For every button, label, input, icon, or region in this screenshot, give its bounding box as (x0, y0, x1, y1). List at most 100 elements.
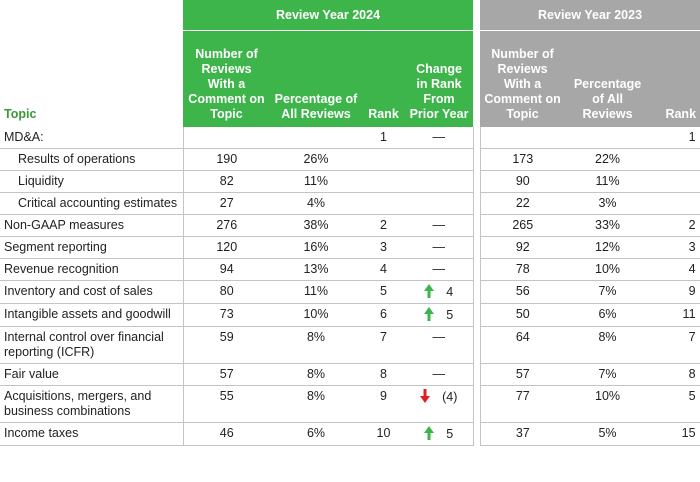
value-cell: 11% (565, 170, 651, 193)
value-cell: 82 (182, 170, 270, 193)
cell-text: — (432, 330, 446, 344)
spacer (473, 364, 480, 386)
value-cell: 8% (270, 385, 362, 423)
cell-text: Segment reporting (4, 240, 107, 254)
cell-text: 6 (380, 307, 387, 321)
cell-text: Results of operations (18, 152, 136, 166)
cell-text: 4 (688, 262, 696, 276)
cell-text: 26% (303, 152, 329, 166)
topic-cell: Acquisitions, mergers, and business comb… (0, 385, 183, 423)
topic-cell: Non-GAAP measures (0, 214, 183, 237)
value-cell: 5 (362, 280, 405, 304)
cell-text: 37 (515, 426, 530, 440)
cell-text: 56 (515, 284, 530, 298)
value-cell: 10 (362, 422, 405, 446)
cell-text: Income taxes (4, 426, 79, 440)
value-cell (405, 148, 474, 171)
value-cell (182, 127, 270, 149)
spacer (473, 171, 480, 193)
cell-text: 3% (598, 196, 617, 210)
value-cell (479, 127, 566, 149)
table-row: Critical accounting estimates 27 4% 22 3% (0, 192, 700, 215)
cell-text: 82 (219, 174, 234, 188)
arrow-shape (424, 284, 435, 298)
value-cell (405, 170, 474, 193)
cell-text: Acquisitions, mergers, and business comb… (4, 389, 152, 418)
column-header: Topic (4, 107, 37, 121)
value-cell: 5 (650, 385, 700, 423)
cell-text: 4 (380, 262, 387, 276)
cell-text: 15 (681, 426, 696, 440)
cell-text: 9 (688, 284, 696, 298)
topic-cell: Results of operations (0, 148, 183, 171)
value-cell (362, 170, 405, 193)
value-cell: — (405, 236, 474, 259)
cell-text: 8% (598, 330, 617, 344)
spacer (473, 237, 480, 259)
cell-text: 3 (380, 240, 387, 254)
spacer (473, 149, 480, 171)
topic-cell: Liquidity (0, 170, 183, 193)
value-cell: 55 (182, 385, 270, 423)
cell-text: 10 (376, 426, 391, 440)
topic-cell: MD&A: (0, 127, 183, 149)
cell-text: Non-GAAP measures (4, 218, 124, 232)
value-cell: 56 (479, 280, 566, 304)
value-cell: 3 (650, 236, 700, 259)
value-cell: 11 (650, 303, 700, 327)
table-row: Income taxes 46 6% 10 5 37 5% 15 (0, 422, 700, 446)
value-cell: 59 (182, 326, 270, 364)
value-cell: 57 (479, 363, 566, 386)
cell-text: 57 (515, 367, 530, 381)
value-cell: 6% (565, 303, 651, 327)
cell-text: — (432, 218, 446, 232)
cell-text: 5 (688, 389, 696, 403)
value-cell: 13% (270, 258, 362, 281)
value-cell: 80 (182, 280, 270, 304)
cell-text: 92 (515, 240, 530, 254)
table-row: Intangible assets and goodwill 73 10% 6 5 50 6… (0, 303, 700, 327)
value-cell: 8% (565, 326, 651, 364)
cell-text: — (432, 262, 446, 276)
cell-text: 8% (306, 330, 326, 344)
cell-text: 120 (216, 240, 238, 254)
cell-text: 6% (598, 307, 617, 321)
cell-text: 190 (216, 152, 238, 166)
cell-text: Internal control over financial reportin… (4, 330, 164, 359)
cell-text: 11% (303, 174, 329, 188)
cell-text: 22% (595, 152, 621, 166)
cell-text: 8% (306, 367, 326, 381)
value-cell: 2 (650, 214, 700, 237)
cell-text: Fair value (4, 367, 59, 381)
value-cell: 8 (362, 363, 405, 386)
value-cell: 3% (565, 192, 651, 215)
cell-text: 38% (303, 218, 329, 232)
column-header: Change in Rank From Prior Year (405, 30, 474, 127)
cell-text: — (432, 240, 446, 254)
value-cell: 16% (270, 236, 362, 259)
value-cell: 4 (650, 258, 700, 281)
cell-text: 78 (515, 262, 530, 276)
cell-text: 10% (595, 262, 621, 276)
topic-cell: Inventory and cost of sales (0, 280, 183, 304)
value-cell: 73 (182, 303, 270, 327)
cell-text: 8% (306, 389, 326, 403)
column-header: Rank (362, 30, 405, 127)
value-cell: 77 (479, 385, 566, 423)
spacer (473, 259, 480, 281)
value-cell: 33% (565, 214, 651, 237)
value-cell (362, 192, 405, 215)
spacer (473, 386, 480, 423)
arrow-shape (420, 389, 431, 403)
value-cell: 6 (362, 303, 405, 327)
arrow-shape (424, 307, 435, 321)
cell-text: 73 (219, 307, 234, 321)
spacer (473, 0, 481, 31)
cell-text: 12% (595, 240, 621, 254)
cell-text: 4 (446, 285, 454, 299)
blank (0, 0, 183, 31)
cell-text: 8 (380, 367, 387, 381)
value-cell: 57 (182, 363, 270, 386)
table-row: Non-GAAP measures 276 38% 2 — 265 33% 2 (0, 214, 700, 237)
table-row: Internal control over financial reportin… (0, 326, 700, 364)
